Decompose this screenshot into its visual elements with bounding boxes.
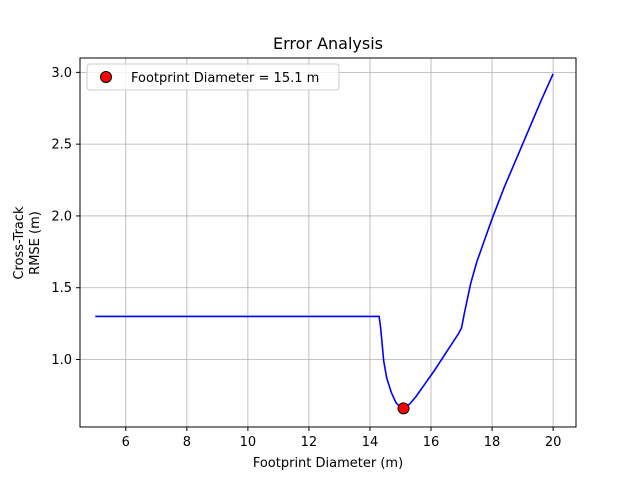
y-tick-label: 3.0: [51, 66, 72, 81]
x-tick-label: 12: [301, 435, 318, 450]
y-tick-label: 1.0: [51, 353, 72, 368]
y-axis-label: Cross-Track RMSE (m): [12, 206, 43, 280]
x-tick-label: 20: [545, 435, 562, 450]
axes-frame: [79, 57, 577, 428]
x-tick-label: 18: [484, 435, 501, 450]
legend-marker-icon: [100, 71, 112, 83]
x-axis: 6 8 10 12 14 16 18 20: [122, 427, 562, 450]
legend: Footprint Diameter = 15.1 m: [86, 63, 340, 91]
x-tick-label: 16: [423, 435, 440, 450]
x-tick-label: 10: [240, 435, 257, 450]
y-axis-label-line-2: RMSE (m): [28, 211, 43, 275]
legend-label: Footprint Diameter = 15.1 m: [131, 71, 319, 86]
y-tick-label: 2.5: [51, 138, 72, 153]
y-axis-label-line-1: Cross-Track: [12, 206, 27, 280]
x-tick-label: 14: [362, 435, 379, 450]
x-tick-label: 8: [183, 435, 191, 450]
x-axis-label: Footprint Diameter (m): [253, 456, 403, 471]
x-tick-label: 6: [122, 435, 130, 450]
legend-box: [86, 63, 340, 91]
chart-title: Error Analysis: [273, 34, 383, 53]
y-tick-label: 1.5: [51, 281, 72, 296]
y-axis: 1.0 1.5 2.0 2.5 3.0: [51, 66, 80, 368]
plot-area: [95, 73, 554, 415]
y-tick-label: 2.0: [51, 209, 72, 224]
optimum-marker: [397, 402, 410, 415]
